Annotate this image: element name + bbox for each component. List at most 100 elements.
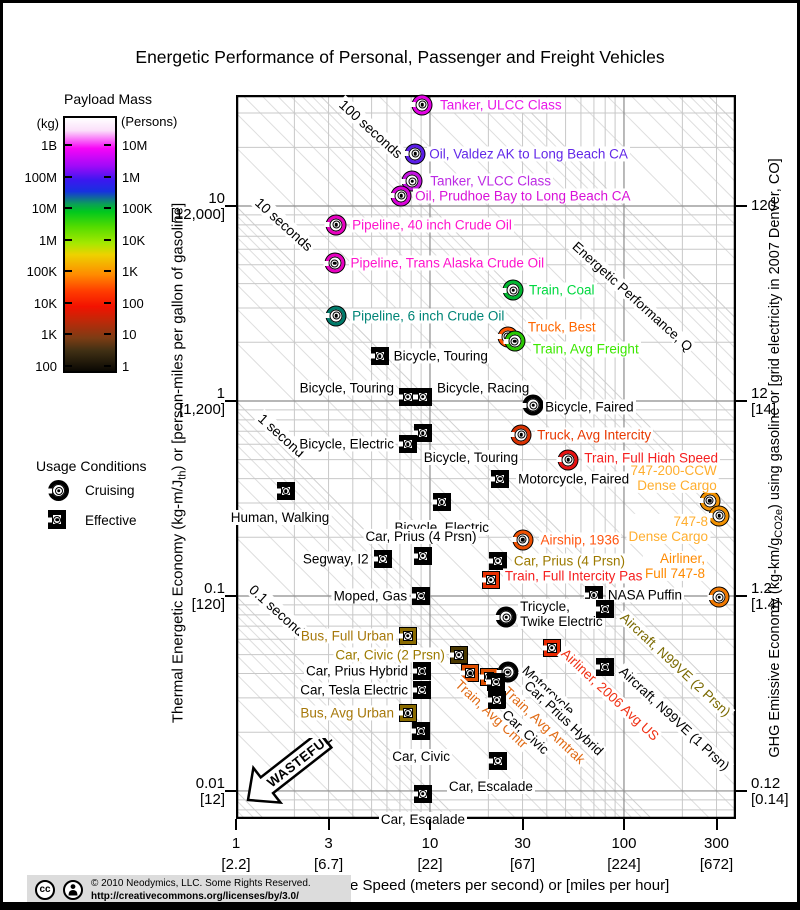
- colorbar-title: Payload Mass: [64, 91, 152, 107]
- data-point-label: Pipeline, Trans Alaska Crude Oil: [348, 255, 547, 271]
- wasteful-arrow: WASTEFUL: [246, 738, 335, 805]
- x-axis-tick-label: 3 [6.7]: [313, 835, 344, 873]
- colorbar-tick-persons: 1M: [122, 169, 141, 185]
- data-point-label: 747-8 Dense Cargo: [626, 513, 711, 544]
- data-point-marker: [397, 436, 416, 453]
- data-point-label: Bicycle, Faired: [543, 399, 636, 415]
- x-axis-tick-label: 100 [224]: [607, 835, 641, 873]
- data-point-label: Oil, Prudhoe Bay to Long Beach CA: [413, 188, 633, 204]
- copyright-line: © 2010 Neodymics, LLC. Some Rights Reser…: [91, 878, 311, 889]
- usage-legend-label: Effective: [85, 513, 137, 528]
- data-point-marker: [503, 331, 525, 351]
- license-url: http://creativecommons.org/licenses/by/3…: [91, 891, 299, 902]
- colorbar-tick-persons: 1K: [122, 264, 138, 279]
- x-axis-title: Average Speed (meters per second) or [mi…: [302, 877, 670, 894]
- data-point-marker: [431, 494, 450, 511]
- y-axis-tick-label: 0.01 [12]: [195, 774, 225, 808]
- data-point-marker: [397, 705, 416, 722]
- x-axis-tick: [521, 819, 524, 830]
- data-point-marker: [412, 388, 431, 405]
- usage-legend-item-cruising: Cruising: [47, 481, 135, 503]
- data-point-marker: [480, 571, 499, 588]
- data-point-marker: [372, 550, 391, 567]
- payload-mass-colorbar: [63, 116, 117, 373]
- data-point-label: Truck, Avg Intercity: [535, 427, 654, 443]
- x-axis-tick: [715, 819, 718, 830]
- data-point-marker: [501, 280, 523, 300]
- data-point-marker: [707, 587, 729, 607]
- data-point-label: Truck, Best: [525, 319, 598, 335]
- data-point-marker: [412, 425, 431, 442]
- data-point-label: Tricycle, Twike Electric: [518, 598, 605, 630]
- y-axis-tick: [225, 594, 236, 597]
- data-point-marker: [411, 723, 430, 740]
- data-point-label: Pipeline, 6 inch Crude Oil: [350, 308, 507, 324]
- x-axis-tick-label: 1 [2.2]: [221, 835, 251, 873]
- data-point-marker: [412, 681, 431, 698]
- data-point-marker: [324, 215, 346, 235]
- data-point-marker: [410, 95, 432, 115]
- colorbar-tick-kg: 10K: [33, 295, 57, 311]
- colorbar-tick-kg: 1K: [41, 327, 57, 342]
- data-point-label: Tanker, ULCC Class: [438, 97, 564, 113]
- data-point-marker: [698, 491, 720, 511]
- data-point-label: Motorcycle, Faired: [516, 471, 632, 487]
- right-axis-tick: [736, 789, 747, 792]
- colorbar-tick-kg: 1B: [41, 138, 57, 153]
- copyright-text: © 2010 Neodymics, LLC. Some Rights Reser…: [91, 877, 311, 903]
- data-point-label: Bus, Avg Urban: [298, 705, 396, 721]
- data-point-label: NASA Puffin: [605, 587, 684, 603]
- right-axis-tick-label: 1.2 [1.4]: [751, 579, 781, 613]
- data-point-label: Train, Coal: [527, 282, 597, 298]
- right-axis-tick-label: 0.12 [0.14]: [751, 774, 789, 808]
- data-point-marker: [496, 662, 518, 682]
- data-point-label: Car, Prius Hybrid: [304, 663, 411, 680]
- data-point-label: Airliner, Full 747-8: [642, 551, 708, 582]
- data-point-marker: [403, 144, 425, 164]
- data-point-marker: [324, 306, 346, 326]
- data-point-label: Bus, Full Urban: [298, 628, 396, 644]
- x-axis-tick-label: 30 [67]: [510, 835, 536, 873]
- data-point-marker: [486, 673, 505, 690]
- data-point-marker: [494, 607, 516, 627]
- data-point-marker: [397, 627, 416, 644]
- x-axis-tick-label: 10 [22]: [417, 835, 443, 873]
- colorbar-tick-persons: 100: [122, 295, 144, 311]
- usage-legend-title: Usage Conditions: [36, 458, 147, 474]
- y-axis-tick-label: 10 [12,000]: [170, 190, 225, 223]
- usage-legend-item-effective: Effective: [47, 511, 137, 533]
- data-point-marker: [369, 348, 388, 365]
- right-axis-tick: [736, 399, 747, 402]
- cc-icon: cc: [35, 880, 55, 900]
- y-axis-title-right: GHG Emissive Economy (kg-km/gCO2e) using…: [767, 158, 785, 758]
- data-point-label: Segway, I2: [300, 551, 371, 567]
- data-point-label: Bicycle, Racing: [434, 380, 532, 396]
- colorbar-unit-kg: (kg): [36, 116, 59, 131]
- colorbar-tick-persons: 100K: [122, 201, 153, 216]
- data-point-marker: [389, 186, 411, 206]
- colorbar-tick-kg: 100M: [24, 169, 57, 185]
- data-point-label: Airship, 1936: [538, 532, 622, 548]
- data-point-marker: [460, 665, 479, 682]
- data-point-label: Train, Full High Speed: [582, 450, 721, 466]
- attribution-person-icon: [63, 880, 83, 900]
- cruising-icon: [47, 481, 68, 500]
- x-axis-tick: [327, 819, 330, 830]
- data-point-marker: [323, 253, 345, 273]
- data-point-label: Oil, Valdez AK to Long Beach CA: [427, 146, 630, 162]
- data-point-label: Car, Civic: [390, 749, 452, 765]
- y-axis-tick-label: 0.1 [120]: [191, 579, 225, 613]
- colorbar-tick-persons: 10M: [122, 138, 148, 153]
- effective-icon: [47, 511, 65, 528]
- data-point-marker: [448, 646, 467, 663]
- y-axis-title-left: Thermal Energetic Economy (kg-m/Jth) or …: [169, 202, 189, 724]
- data-point-label: Moped, Gas: [331, 588, 410, 604]
- data-point-label: Bicycle, Electric: [297, 436, 396, 452]
- colorbar-tick-persons: 10: [122, 327, 137, 342]
- colorbar-unit-persons: (Persons): [121, 114, 178, 129]
- right-axis-tick: [736, 594, 747, 597]
- right-axis-tick: [736, 205, 747, 207]
- data-point-marker: [412, 785, 431, 802]
- right-axis-tick-label: 120: [751, 197, 777, 214]
